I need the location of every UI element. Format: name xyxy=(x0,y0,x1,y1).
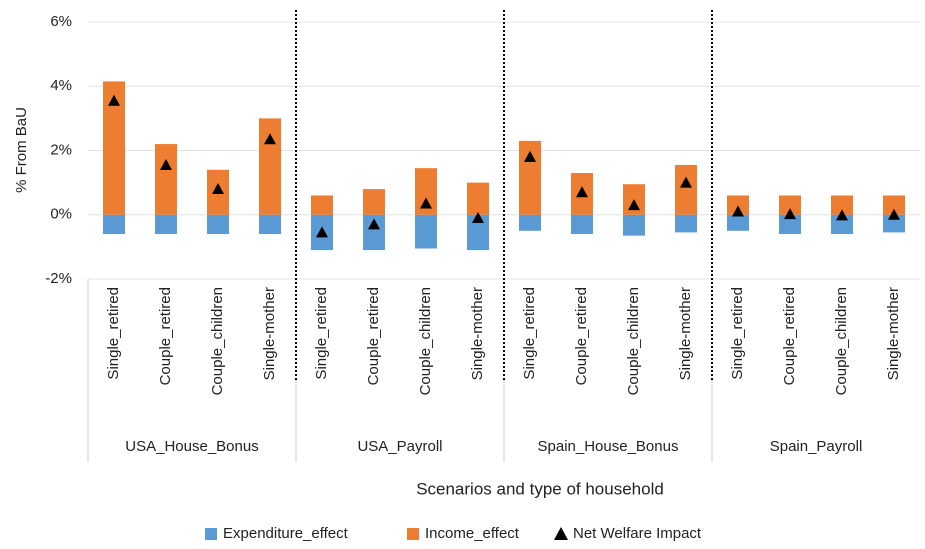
net-marker xyxy=(784,208,796,220)
legend-label: Net Welfare Impact xyxy=(573,525,702,542)
x-tick-label: Couple_retired xyxy=(781,287,798,385)
net-marker xyxy=(836,209,848,221)
y-tick-label: 6% xyxy=(50,13,72,30)
bar xyxy=(363,214,385,251)
bar xyxy=(727,214,749,231)
legend-label: Expenditure_effect xyxy=(223,525,349,542)
bar xyxy=(467,214,489,251)
x-tick-label: Single-mother xyxy=(469,287,486,380)
bar xyxy=(883,195,905,215)
x-tick-label: Couple_children xyxy=(833,287,850,395)
bar xyxy=(519,214,541,231)
net-marker xyxy=(160,158,172,170)
net-marker xyxy=(732,205,744,217)
group-label: USA_Payroll xyxy=(357,438,442,455)
net-marker xyxy=(108,94,120,106)
bar xyxy=(103,214,125,235)
legend-swatch xyxy=(205,528,217,540)
y-tick-label: 4% xyxy=(50,77,72,94)
bar xyxy=(779,195,801,215)
bar xyxy=(831,195,853,215)
x-tick-label: Single_retired xyxy=(105,287,122,380)
x-tick-label: Single_retired xyxy=(729,287,746,380)
net-marker xyxy=(420,197,432,209)
bar xyxy=(363,189,385,215)
net-marker xyxy=(368,218,380,230)
x-tick-label: Single-mother xyxy=(261,287,278,380)
y-tick-label: -2% xyxy=(45,270,72,287)
bar xyxy=(675,164,697,215)
bar xyxy=(103,81,125,215)
net-marker xyxy=(576,186,588,198)
x-tick-label: Single_retired xyxy=(521,287,538,380)
bar xyxy=(727,195,749,215)
net-marker xyxy=(212,183,224,195)
net-marker xyxy=(524,150,536,162)
y-axis-title: % From BaU xyxy=(13,107,30,193)
x-tick-label: Single-mother xyxy=(677,287,694,380)
x-tick-label: Couple_children xyxy=(417,287,434,395)
net-marker xyxy=(264,133,276,145)
x-tick-label: Couple_retired xyxy=(157,287,174,385)
bar xyxy=(467,182,489,215)
bar xyxy=(259,214,281,235)
bar xyxy=(415,214,437,249)
bar xyxy=(519,140,541,215)
legend-label: Income_effect xyxy=(425,525,520,542)
bar xyxy=(623,214,645,236)
legend-swatch xyxy=(407,528,419,540)
net-marker xyxy=(680,176,692,188)
bar xyxy=(571,214,593,235)
group-label: Spain_House_Bonus xyxy=(538,438,679,455)
bar xyxy=(415,168,437,215)
net-marker xyxy=(628,199,640,211)
net-marker xyxy=(472,211,484,223)
y-tick-label: 0% xyxy=(50,206,72,223)
bar xyxy=(155,144,177,215)
y-tick-label: 2% xyxy=(50,141,72,158)
bar xyxy=(259,118,281,215)
bar xyxy=(155,214,177,235)
x-tick-label: Couple_children xyxy=(209,287,226,395)
x-tick-label: Single_retired xyxy=(313,287,330,380)
legend-swatch xyxy=(554,527,568,540)
bar xyxy=(675,214,697,233)
x-tick-label: Couple_retired xyxy=(573,287,590,385)
bar xyxy=(207,214,229,235)
x-axis-title: Scenarios and type of household xyxy=(416,479,664,498)
net-marker xyxy=(316,226,328,238)
bar xyxy=(311,195,333,215)
group-label: USA_House_Bonus xyxy=(125,438,258,455)
bar xyxy=(779,214,801,235)
x-tick-label: Couple_retired xyxy=(365,287,382,385)
x-tick-label: Single-mother xyxy=(885,287,902,380)
x-tick-label: Couple_children xyxy=(625,287,642,395)
group-label: Spain_Payroll xyxy=(770,438,863,455)
net-marker xyxy=(888,208,900,220)
